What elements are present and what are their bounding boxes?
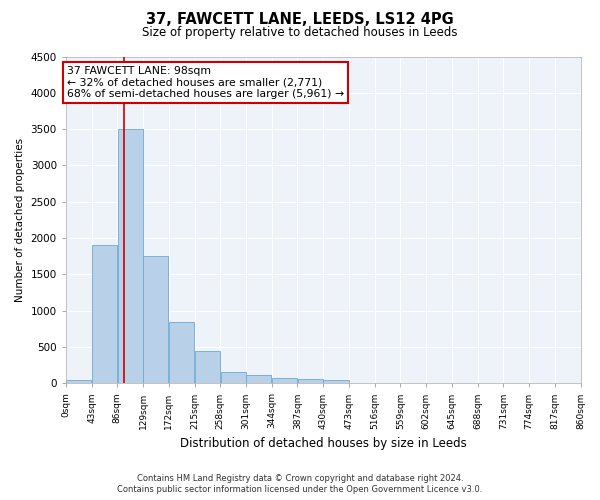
Bar	[118, 129, 143, 384]
Text: 37 FAWCETT LANE: 98sqm
← 32% of detached houses are smaller (2,771)
68% of semi-: 37 FAWCETT LANE: 98sqm ← 32% of detached…	[67, 66, 344, 99]
Text: 37, FAWCETT LANE, LEEDS, LS12 4PG: 37, FAWCETT LANE, LEEDS, LS12 4PG	[146, 12, 454, 28]
Y-axis label: Number of detached properties: Number of detached properties	[15, 138, 25, 302]
Text: Contains HM Land Registry data © Crown copyright and database right 2024.
Contai: Contains HM Land Registry data © Crown c…	[118, 474, 482, 494]
Bar	[66, 380, 91, 384]
Bar	[323, 380, 349, 384]
Bar	[272, 378, 297, 384]
Bar	[195, 350, 220, 384]
Bar	[92, 246, 117, 384]
Text: Size of property relative to detached houses in Leeds: Size of property relative to detached ho…	[142, 26, 458, 39]
X-axis label: Distribution of detached houses by size in Leeds: Distribution of detached houses by size …	[180, 437, 467, 450]
Bar	[246, 374, 271, 384]
Bar	[143, 256, 169, 384]
Bar	[169, 322, 194, 384]
Bar	[298, 380, 323, 384]
Bar	[221, 372, 245, 384]
